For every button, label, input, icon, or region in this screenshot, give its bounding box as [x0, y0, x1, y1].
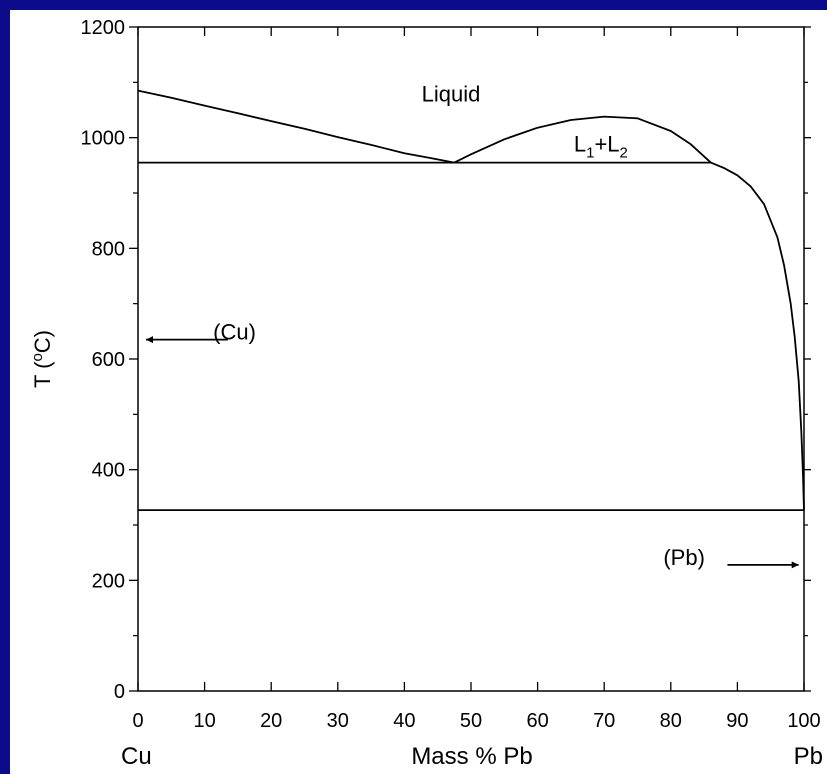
right-element-label: Pb	[794, 743, 823, 770]
region-label: (Pb)	[663, 545, 705, 570]
x-tick-label: 10	[193, 710, 215, 732]
phase-boundary-line	[137, 89, 455, 164]
plot-area-frame	[137, 26, 805, 692]
x-axis-label: Mass % Pb	[411, 743, 532, 770]
phase-boundary-line	[453, 115, 712, 164]
y-axis-label-sup: o	[29, 353, 46, 361]
l1l2-sub1: 1	[586, 145, 594, 162]
phase-diagram-chart: 0 10 20 30 40 50 60 70 80 90 100 0 200 400 600 800 1000…	[29, 17, 823, 770]
x-tick-labels: 0 10 20 30 40 50 60 70 80 90 100	[132, 710, 820, 732]
y-axis-label-unit: C)	[30, 330, 55, 353]
l1l2-l: L	[574, 132, 586, 157]
y-tick-label: 600	[92, 349, 125, 371]
x-tick-label: 70	[593, 710, 615, 732]
region-label: (Cu)	[213, 320, 256, 345]
y-tick-label: 400	[92, 460, 125, 482]
axis-ticks	[129, 26, 811, 692]
x-tick-label: 30	[327, 710, 349, 732]
l1l2-sub2: 2	[620, 145, 628, 162]
region-label: Liquid	[422, 82, 481, 107]
region-labels: Liquid (Cu) (Pb)	[213, 82, 705, 570]
l1-plus-l2-label: L1+L2	[574, 132, 628, 162]
phase-boundary-line	[710, 161, 805, 511]
x-tick-label: 80	[660, 710, 682, 732]
y-tick-label: 0	[114, 681, 125, 703]
l1l2-plus-l: +L	[594, 132, 619, 157]
x-tick-label: 50	[460, 710, 482, 732]
x-tick-label: 60	[526, 710, 548, 732]
phase-boundaries	[137, 89, 805, 512]
y-axis-label-main: T (	[30, 361, 55, 388]
y-tick-label: 1200	[81, 17, 126, 39]
annotation-arrows	[145, 336, 799, 569]
x-tick-label: 100	[787, 710, 820, 732]
left-element-label: Cu	[121, 743, 152, 770]
y-tick-label: 800	[92, 238, 125, 260]
x-tick-label: 40	[393, 710, 415, 732]
chart-frame: 0 10 20 30 40 50 60 70 80 90 100 0 200 400 600 800 1000…	[10, 10, 827, 774]
x-tick-label: 0	[132, 710, 143, 732]
x-tick-label: 90	[726, 710, 748, 732]
y-tick-label: 1000	[81, 128, 126, 150]
y-axis-label: T (oC)	[29, 330, 55, 388]
y-tick-label: 200	[92, 570, 125, 592]
x-tick-label: 20	[260, 710, 282, 732]
y-tick-labels: 0 200 400 600 800 1000 1200	[81, 17, 126, 703]
